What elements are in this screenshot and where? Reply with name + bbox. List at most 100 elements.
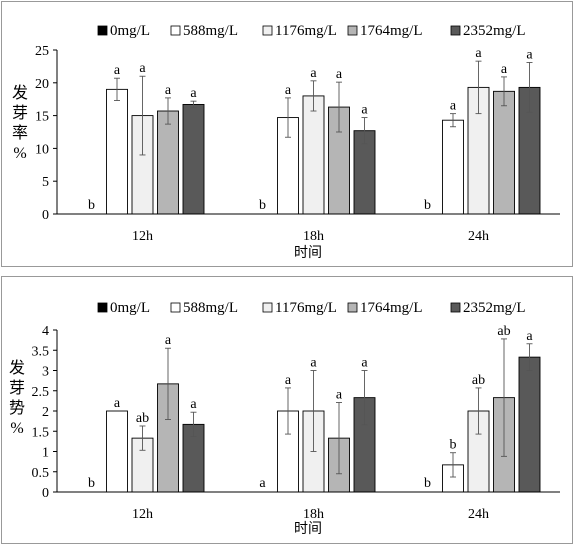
significance-letter: a [285,83,292,98]
significance-letter: a [310,356,317,371]
significance-letter: a [190,86,197,101]
significance-letter: a [336,67,343,82]
y-tick-label: 4 [42,324,49,339]
legend-swatch [262,302,273,313]
significance-letter: b [88,476,95,491]
y-tick-label: 10 [35,142,49,157]
bar [106,88,128,215]
y-axis-label-char: 发 [12,84,28,102]
significance-letter: a [165,83,172,98]
x-tick-label: 12h [132,229,153,244]
chart-germination-rate: 0mg/L 588mg/L 1176mg/L 1764mg/L 2352mg/L 0 5 1… [12,23,560,261]
y-axis-label-char: 率 [12,124,28,142]
bars: b a a a a b a a a a b a a a a [88,46,541,215]
x-axis-label: 时间 [294,245,322,261]
significance-letter: a [165,333,172,348]
significance-letter: a [336,387,343,402]
y-tick-label: 0 [42,486,49,501]
significance-letter: b [450,438,457,453]
y-tick-label: 3.5 [32,344,50,359]
significance-letter: b [424,476,431,491]
y-axis-label-char: % [13,145,26,162]
y-axis-label: 发芽势% [9,359,25,437]
significance-letter: b [88,198,95,213]
legend-swatch [262,25,273,36]
y-tick-label: 3 [42,365,49,380]
x-tick-label: 18h [303,507,324,522]
significance-letter: a [526,47,533,62]
legend: 0mg/L 588mg/L 1176mg/L 1764mg/L 2352mg/L [97,23,526,39]
panel-frame-germination-rate [1,1,573,267]
significance-letter: ab [497,324,510,339]
significance-letter: b [424,198,431,213]
significance-letter: a [361,356,368,371]
x-axis: 12h 18h 24h [57,491,560,522]
y-axis: 0 0.5 1 1.5 2 2.5 3 3.5 4 [32,324,58,501]
y-tick-label: 0.5 [32,466,50,481]
significance-letter: a [114,63,121,78]
x-tick-label: 24h [468,229,489,244]
bar [442,119,464,215]
y-axis-label-char: % [10,420,23,437]
x-tick-label: 12h [132,507,153,522]
legend-swatch [450,25,461,36]
significance-letter: ab [136,411,149,426]
y-axis-label-char: 芽 [12,104,28,122]
legend-swatch [347,302,358,313]
legend-label: 2352mg/L [463,300,526,316]
legend-swatch [170,25,181,36]
legend-label: 1764mg/L [360,300,423,316]
legend-swatch [347,25,358,36]
bar [157,110,179,215]
significance-letter: ab [472,373,485,388]
significance-letter: a [259,476,266,491]
y-axis-label: 发芽率% [12,84,28,162]
x-axis: 12h 18h 24h [57,213,560,244]
panel-frame-germination-energy [1,276,573,544]
bar [106,410,128,493]
chart-germination-energy: 0mg/L 588mg/L 1176mg/L 1764mg/L 2352mg/L 0 0.… [9,300,560,537]
x-axis-label: 时间 [294,521,322,537]
significance-letter: b [259,198,266,213]
legend-swatch [450,302,461,313]
significance-letter: a [190,397,197,412]
significance-letter: a [475,46,482,61]
y-tick-label: 1 [42,446,49,461]
legend-label: 1176mg/L [275,300,337,316]
significance-letter: a [285,373,292,388]
y-tick-label: 2.5 [32,385,50,400]
bar [493,90,515,215]
bar [302,95,325,215]
significance-letter: a [310,66,317,81]
x-tick-label: 24h [468,507,489,522]
legend-swatch [97,25,108,36]
significance-letter: a [526,329,533,344]
significance-letter: a [114,396,121,411]
y-axis-label-char: 势 [9,399,25,417]
y-tick-label: 25 [35,44,49,59]
y-axis-label-char: 发 [9,359,25,377]
legend-label: 1176mg/L [275,23,337,39]
legend-label: 0mg/L [110,300,150,316]
legend-swatch [97,302,108,313]
y-tick-label: 5 [42,175,49,190]
y-tick-label: 1.5 [32,425,50,440]
y-axis: 0 5 10 15 20 25 [35,44,58,223]
significance-letter: a [501,62,508,77]
legend-label: 1764mg/L [360,23,423,39]
bar [182,103,205,215]
legend: 0mg/L 588mg/L 1176mg/L 1764mg/L 2352mg/L [97,300,526,316]
significance-letter: a [450,99,457,114]
y-tick-label: 2 [42,405,49,420]
significance-letter: a [361,103,368,118]
legend-swatch [170,302,181,313]
x-tick-label: 18h [303,229,324,244]
y-tick-label: 0 [42,208,49,223]
y-tick-label: 15 [35,110,49,125]
legend-label: 0mg/L [110,23,150,39]
legend-label: 588mg/L [183,300,238,316]
legend-label: 588mg/L [183,23,238,39]
significance-letter: a [139,61,146,76]
